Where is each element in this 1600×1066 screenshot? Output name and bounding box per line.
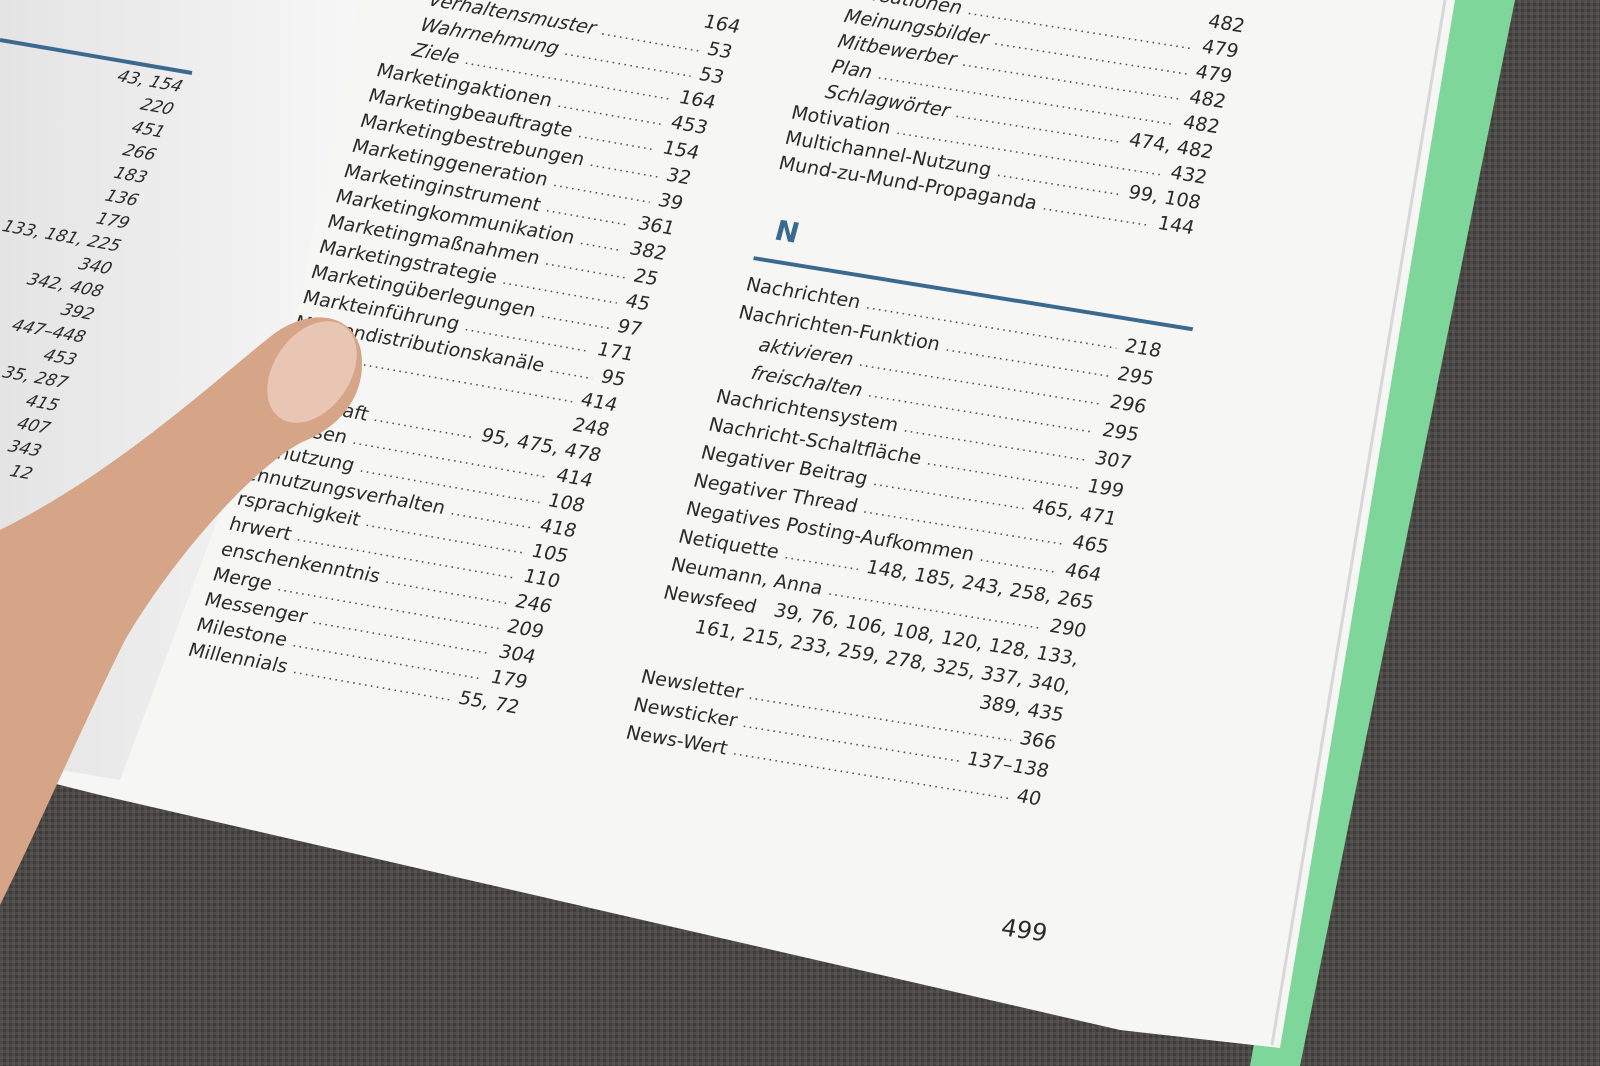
dot-leader [927,463,1080,490]
dot-leader [904,430,1087,462]
dot-leader [545,263,626,279]
dot-leader [451,512,532,529]
dot-leader [360,470,540,504]
dot-leader [297,539,516,579]
dot-leader [980,559,1057,574]
dot-leader [897,132,1163,176]
dot-leader [293,671,451,701]
left-section-rule [0,38,193,75]
dot-leader [997,174,1121,196]
page-edge [1270,0,1447,1046]
page-number: 499 [999,913,1050,947]
dot-leader [749,697,1012,742]
dot-leader [995,43,1188,75]
dot-leader [956,115,1121,144]
dot-leader [278,588,499,630]
dot-leader [962,64,1182,101]
dot-leader [785,556,859,571]
index-pages: 40 [1014,785,1044,810]
dot-leader [743,725,959,762]
section-rule [753,256,1194,332]
thumbnail [267,321,357,423]
book-page [0,0,1455,1048]
dot-leader [866,306,1117,349]
left-page-pages: 12 [7,462,36,484]
dot-leader [578,135,655,151]
dot-leader [601,33,699,52]
dot-leader [366,524,524,554]
dot-leader [553,184,650,203]
index-column: 499 [999,913,1050,947]
dot-leader [874,483,1024,510]
dot-leader [386,581,507,605]
dot-leader [503,282,618,304]
dot-leader [733,753,1009,800]
dot-leader [550,370,593,380]
dot-leader [864,511,1064,546]
dot-leader [580,242,622,252]
